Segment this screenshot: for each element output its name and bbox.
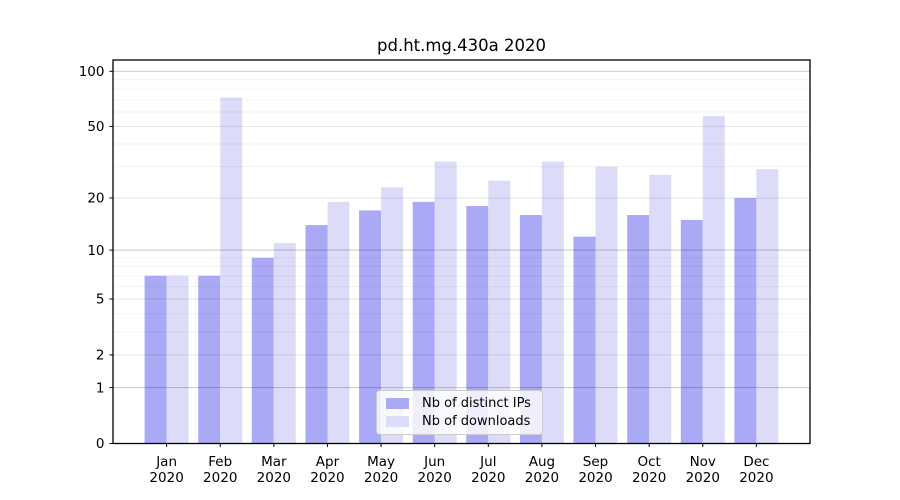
legend: Nb of distinct IPs Nb of downloads <box>376 390 543 435</box>
legend-item-downloads: Nb of downloads <box>386 414 542 429</box>
x-axis-tick-label-sep: Sep <box>583 454 608 470</box>
bar-distinct-ips-jun <box>412 201 435 444</box>
chart-title: pd.ht.mg.430a 2020 <box>377 36 546 55</box>
bar-downloads-aug <box>541 161 564 444</box>
x-axis-tick-year-feb: 2020 <box>203 470 237 486</box>
bar-downloads-jan <box>166 275 189 444</box>
y-axis-tick-label-5: 5 <box>96 292 105 308</box>
x-axis-tick-label-aug: Aug <box>529 454 555 470</box>
bar-distinct-ips-jul <box>466 206 489 444</box>
bar-downloads-oct <box>649 174 672 444</box>
y-axis-tick-label-1: 1 <box>96 380 105 396</box>
x-axis-tick-year-jun: 2020 <box>418 470 452 486</box>
x-axis-tick-year-mar: 2020 <box>257 470 291 486</box>
bar-downloads-feb <box>220 97 243 444</box>
ticks-layer <box>109 70 757 447</box>
x-axis-tick-label-oct: Oct <box>637 454 660 470</box>
bar-downloads-may <box>381 187 404 444</box>
x-axis-tick-year-sep: 2020 <box>578 470 612 486</box>
bar-downloads-sep <box>595 166 618 444</box>
bar-downloads-jun <box>434 161 457 444</box>
x-axis-tick-year-apr: 2020 <box>310 470 344 486</box>
bar-distinct-ips-apr <box>305 225 328 444</box>
bar-downloads-apr <box>327 201 350 444</box>
y-axis-tick-label-2: 2 <box>96 348 105 364</box>
x-axis-tick-year-oct: 2020 <box>632 470 666 486</box>
bar-distinct-ips-mar <box>251 257 274 444</box>
legend-label-downloads: Nb of downloads <box>422 414 531 429</box>
x-axis-tick-label-nov: Nov <box>690 454 716 470</box>
x-axis-tick-year-aug: 2020 <box>525 470 559 486</box>
plot-frame <box>112 59 811 445</box>
x-axis-tick-label-feb: Feb <box>208 454 232 470</box>
bar-distinct-ips-nov <box>680 219 703 444</box>
y-axis-tick-label-20: 20 <box>87 191 104 207</box>
bar-distinct-ips-dec <box>734 198 757 444</box>
x-axis-tick-label-jan: Jan <box>155 454 177 470</box>
x-axis-tick-year-may: 2020 <box>364 470 398 486</box>
bar-distinct-ips-feb <box>198 275 221 444</box>
bar-distinct-ips-aug <box>519 215 542 444</box>
y-axis-tick-label-0: 0 <box>96 436 105 452</box>
gridlines-layer <box>113 70 810 389</box>
legend-swatch-distinct-ips <box>386 398 409 409</box>
legend-swatch-downloads <box>386 416 409 427</box>
bar-distinct-ips-sep <box>573 236 596 444</box>
bar-distinct-ips-oct <box>627 215 650 444</box>
bar-downloads-nov <box>702 116 725 444</box>
bar-downloads-jul <box>488 180 511 444</box>
x-axis-tick-year-dec: 2020 <box>739 470 773 486</box>
bar-distinct-ips-may <box>359 210 382 444</box>
y-axis-tick-label-50: 50 <box>87 119 104 135</box>
bars-layer <box>144 97 779 444</box>
x-axis-tick-label-may: May <box>367 454 395 470</box>
bar-downloads-dec <box>756 169 779 444</box>
x-axis-tick-year-jul: 2020 <box>471 470 505 486</box>
bar-downloads-mar <box>273 243 296 444</box>
x-axis-tick-label-apr: Apr <box>316 454 340 470</box>
x-axis-tick-label-jul: Jul <box>479 454 496 470</box>
legend-label-distinct-ips: Nb of distinct IPs <box>422 396 531 411</box>
frame-layer <box>112 59 811 445</box>
x-axis-tick-year-nov: 2020 <box>686 470 720 486</box>
x-axis-tick-year-jan: 2020 <box>149 470 183 486</box>
x-axis-tick-label-jun: Jun <box>423 454 445 470</box>
bar-distinct-ips-jan <box>144 275 167 444</box>
tick-labels-layer: 0125102050100Jan2020Feb2020Mar2020Apr202… <box>79 64 774 486</box>
y-axis-tick-label-100: 100 <box>79 64 105 80</box>
x-axis-tick-label-dec: Dec <box>743 454 769 470</box>
x-axis-tick-label-mar: Mar <box>261 454 287 470</box>
y-axis-tick-label-10: 10 <box>87 243 104 259</box>
legend-item-distinct-ips: Nb of distinct IPs <box>386 396 542 411</box>
